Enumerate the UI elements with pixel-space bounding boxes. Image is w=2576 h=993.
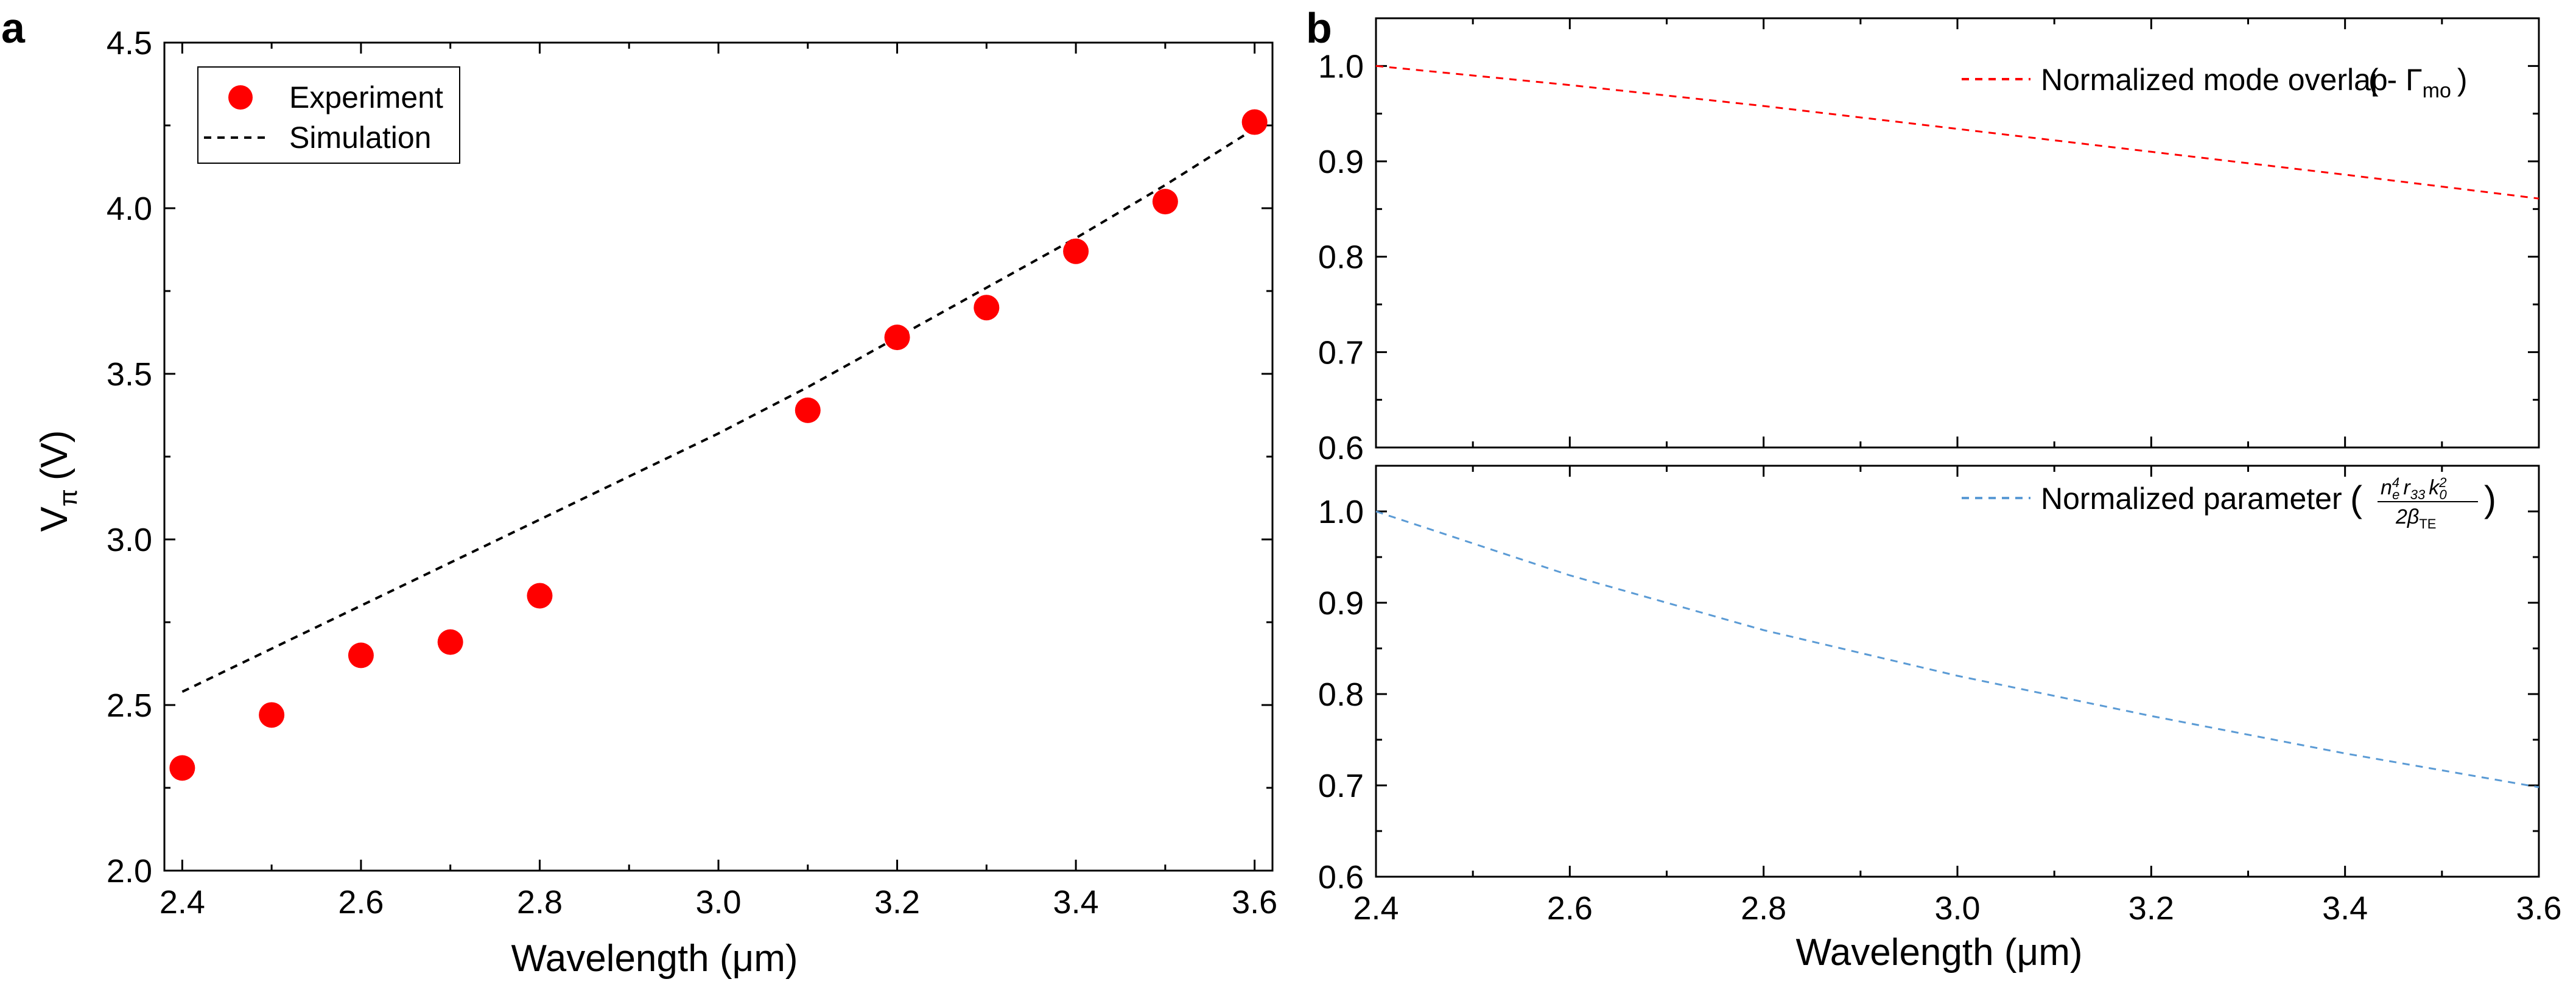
x-tick-label: 2.4 [1353, 890, 1399, 927]
x-tick-label: 3.2 [2129, 890, 2174, 927]
experiment-point [1241, 109, 1268, 135]
y-tick-label: 2.0 [107, 853, 152, 889]
y-tick-label: 3.0 [107, 522, 152, 558]
x-tick-label: 2.8 [517, 884, 563, 921]
panel-b-label: b [1306, 4, 1332, 52]
legend-simulation-label: Simulation [289, 121, 431, 155]
x-tick-label: 3.6 [1232, 884, 1277, 921]
legend-frame [197, 66, 460, 164]
experiment-point [884, 325, 910, 351]
y-tick-label: 1.0 [1318, 494, 1364, 530]
x-tick-label: 3.0 [1934, 890, 1980, 927]
panel-a-ylabel-group: Vπ (V) [33, 430, 82, 532]
panel-a-plot: 2.4 2.6 2.8 3.0 3.2 3.4 3.6 2.0 2.5 3.0 3.5 4.0 4.5 [107, 25, 1277, 921]
x-tick-label: 3.2 [874, 884, 920, 921]
experiment-point [1063, 238, 1089, 264]
legend-parameter-label: Normalized parameter [2041, 482, 2342, 516]
panel-b-bottom-legend: Normalized parameter ( n4 e r33 k2 0 2βTE ) [1962, 475, 2496, 532]
svg-text:2βTE: 2βTE [2395, 505, 2436, 532]
x-tick-label: 2.6 [338, 884, 384, 921]
x-tick-label: 2.6 [1547, 890, 1593, 927]
simulation-line [181, 127, 1255, 693]
svg-text:(: ( [2350, 479, 2362, 519]
panel-a-ylabel: Vπ (V) [33, 430, 82, 532]
x-tick-label: 3.6 [2516, 890, 2561, 927]
axes-frame [163, 41, 1274, 872]
panel-a-ylabel-main: V [33, 507, 75, 532]
y-tick-label: 0.6 [1318, 430, 1364, 466]
x-tick-label: 2.4 [160, 884, 205, 921]
y-tick-label: 0.9 [1318, 585, 1364, 622]
y-tick-label: 1.0 [1318, 48, 1364, 85]
panel-b-top-legend: Normalized mode overlap ( - Γmo) [1962, 63, 2468, 102]
experiment-point [1152, 189, 1178, 215]
y-tick-label: 0.7 [1318, 334, 1364, 371]
panel-a-ylabel-unit: (V) [33, 430, 75, 481]
y-tick-label: 0.9 [1318, 144, 1364, 180]
panel-a-label: a [1, 4, 26, 52]
panel-a-xlabel: Wavelength (μm) [511, 938, 798, 980]
x-tick-label: 3.0 [695, 884, 741, 921]
mode-overlap-line [1375, 65, 2539, 200]
panel-a-ylabel-sub: π [54, 489, 82, 507]
y-tick-label: 0.8 [1318, 676, 1364, 713]
legend-mode-overlap-formula: ( - Γmo) [2368, 63, 2468, 102]
y-tick-label: 0.8 [1318, 239, 1364, 276]
legend-experiment-label: Experiment [289, 80, 443, 114]
legend-experiment-marker [228, 85, 253, 110]
experiment-point [169, 755, 195, 781]
legend-parameter-formula: ( n4 e r33 k2 0 2βTE ) [2350, 475, 2496, 532]
panel-b-top-plot: 0.6 0.7 0.8 0.9 1.0 [1318, 17, 2540, 466]
svg-text:): ) [2484, 479, 2496, 519]
experiment-point [259, 702, 285, 728]
axes-frame [1375, 465, 2540, 878]
y-tick-label: 4.5 [107, 25, 152, 61]
normalized-parameter-line [1375, 510, 2539, 788]
panel-b-bottom-plot: 2.4 2.6 2.8 3.0 3.2 3.4 3.6 0.6 0.7 0.8 0.9 1.0 [1318, 465, 2562, 927]
legend-mode-overlap-label: Normalized mode overlap [2041, 63, 2388, 97]
y-tick-label: 0.6 [1318, 859, 1364, 896]
panel-a-legend: Experiment Simulation [197, 66, 460, 164]
y-tick-label: 3.5 [107, 356, 152, 393]
experiment-point [437, 629, 463, 655]
experiment-point [527, 583, 553, 609]
y-tick-label: 0.7 [1318, 768, 1364, 804]
x-tick-label: 3.4 [1053, 884, 1099, 921]
y-tick-label: 4.0 [107, 191, 152, 227]
experiment-point [348, 642, 374, 668]
x-tick-label: 3.4 [2322, 890, 2368, 927]
experiment-point [795, 397, 821, 423]
experiment-point [974, 295, 1000, 321]
y-tick-label: 2.5 [107, 687, 152, 724]
x-tick-label: 2.8 [1741, 890, 1786, 927]
panel-b-xlabel: Wavelength (μm) [1796, 932, 2083, 974]
